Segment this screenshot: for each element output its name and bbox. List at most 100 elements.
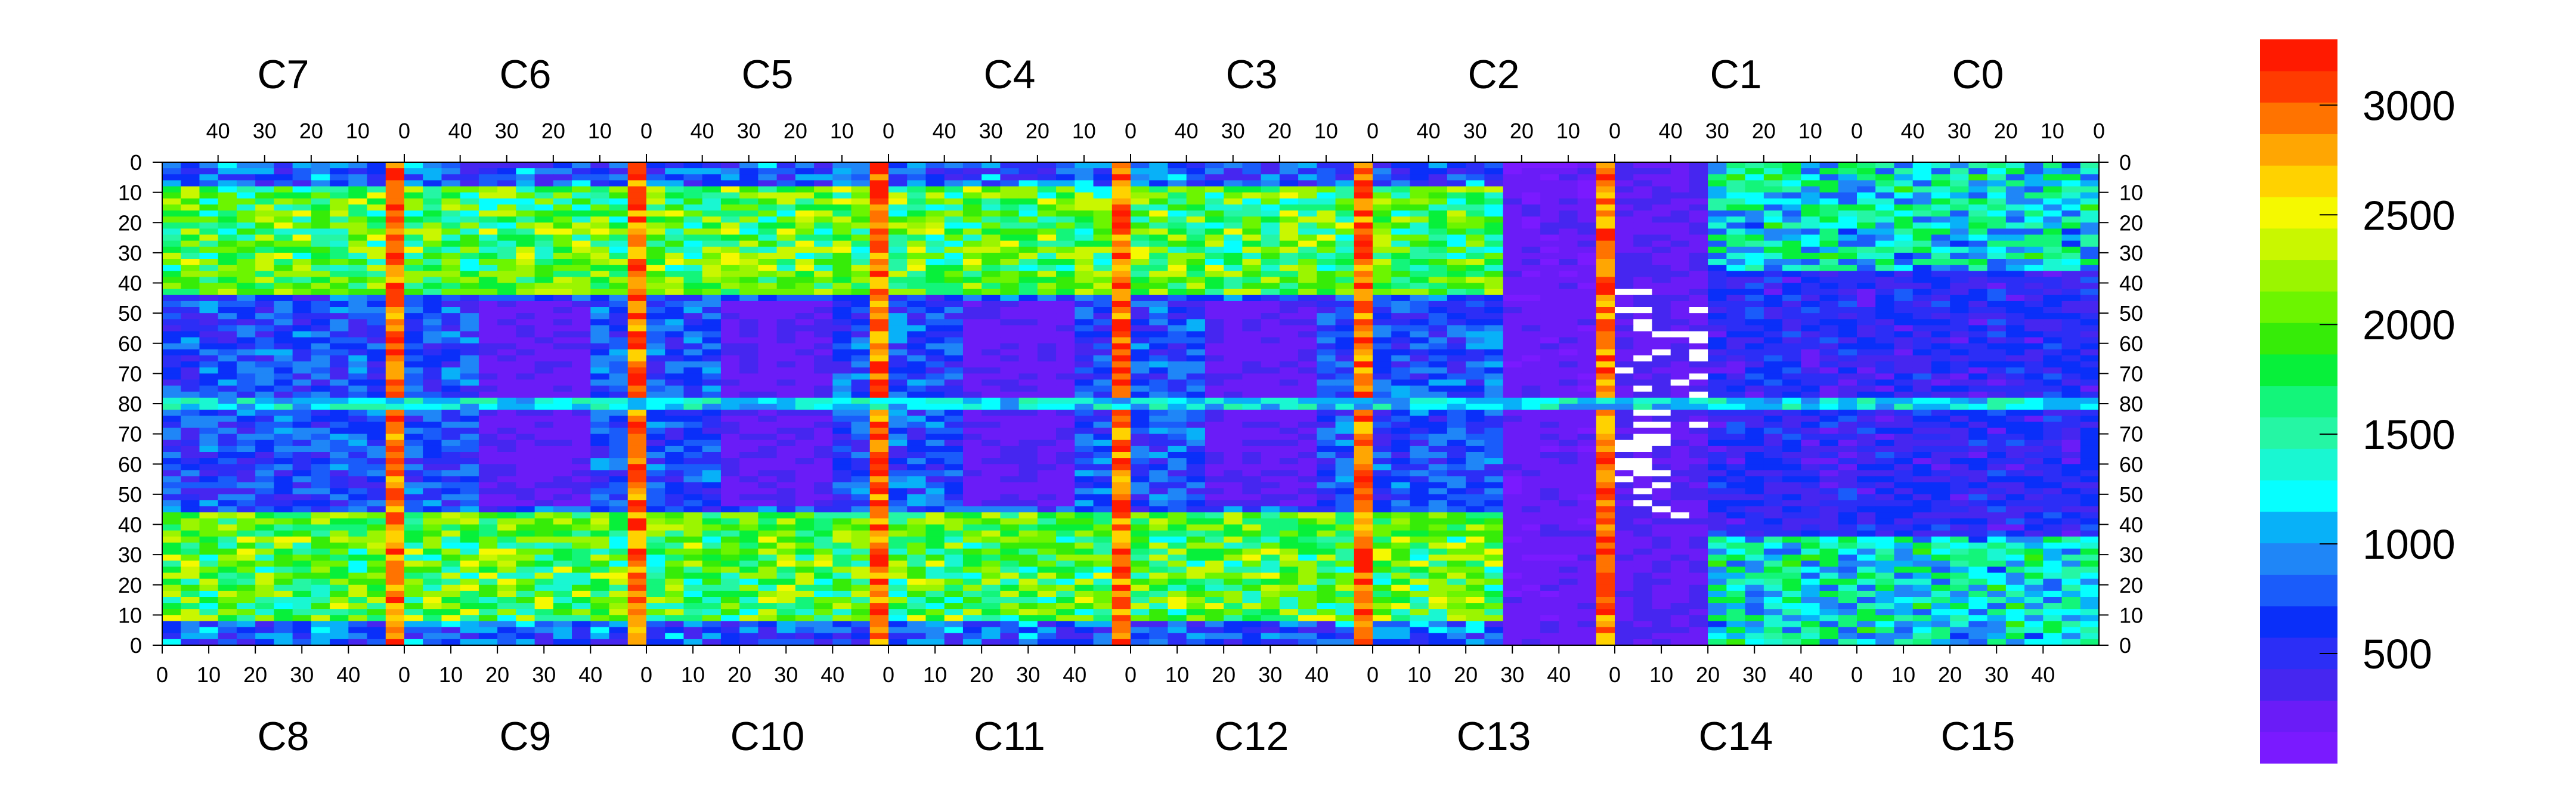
hitmap-cell <box>665 434 685 441</box>
hitmap-cell <box>348 633 368 640</box>
hitmap-cell <box>553 488 572 495</box>
hitmap-cell <box>460 404 479 410</box>
hitmap-cell <box>236 259 256 265</box>
hitmap-cell <box>367 397 386 404</box>
hitmap-cell <box>1298 434 1317 441</box>
hitmap-cell <box>330 367 349 374</box>
hitmap-cell <box>982 416 1001 422</box>
hitmap-cell <box>776 246 796 253</box>
hitmap-cell <box>404 458 423 465</box>
hitmap-cell <box>516 518 535 525</box>
hitmap-cell <box>1056 488 1075 495</box>
hitmap-cell <box>944 603 964 609</box>
hitmap-cell <box>851 482 871 489</box>
hitmap-cell <box>572 337 591 344</box>
hitmap-cell <box>665 536 685 543</box>
hitmap-cell <box>665 271 685 277</box>
hitmap-cell <box>1075 410 1094 416</box>
hitmap-cell <box>1000 488 1020 495</box>
hitmap-cell <box>1037 542 1057 549</box>
hitmap-cell <box>1298 458 1317 465</box>
hitmap-cell <box>478 572 498 580</box>
hitmap-cell <box>869 578 889 586</box>
hitmap-cell <box>720 410 740 416</box>
hitmap-cell <box>1335 404 1355 410</box>
hitmap-cell <box>385 349 405 356</box>
hitmap-cell <box>776 174 796 181</box>
hitmap-cell <box>627 494 647 501</box>
hitmap-cell <box>982 397 1001 404</box>
hitmap-cell <box>888 416 908 422</box>
hitmap-cell <box>907 633 927 640</box>
hitmap-cell <box>683 621 703 628</box>
hitmap-cell <box>814 373 833 380</box>
hitmap-cell <box>1298 289 1317 296</box>
hitmap-cell <box>1279 512 1299 519</box>
hitmap-cell <box>553 162 572 169</box>
hitmap-cell <box>162 325 181 332</box>
hitmap-cell <box>1224 252 1243 259</box>
hitmap-cell <box>199 204 219 211</box>
hitmap-cell <box>1261 301 1280 308</box>
hitmap-cell <box>683 439 703 447</box>
hitmap-cell <box>739 561 758 567</box>
hitmap-cell <box>348 397 368 404</box>
hitmap-cell <box>907 500 927 507</box>
hitmap-cell <box>1354 180 1373 187</box>
hitmap-cell <box>311 512 330 519</box>
hitmap-cell <box>982 391 1001 398</box>
hitmap-cell <box>776 410 796 416</box>
hitmap-cell <box>572 470 591 477</box>
hitmap-cell <box>255 252 274 259</box>
hitmap-cell <box>218 482 237 489</box>
hitmap-cell <box>553 301 572 308</box>
hitmap-cell <box>1205 240 1224 247</box>
hitmap-cell <box>330 271 349 277</box>
hitmap-cell <box>423 331 442 338</box>
hitmap-cell <box>646 633 665 640</box>
hitmap-cell <box>590 445 610 453</box>
hitmap-cell <box>627 597 647 603</box>
hitmap-cell <box>478 307 498 314</box>
hitmap-cell <box>869 361 889 368</box>
hitmap-cell <box>516 198 535 205</box>
hitmap-cell <box>888 476 908 483</box>
hitmap-cell <box>758 500 778 507</box>
hitmap-cell <box>460 252 479 259</box>
hitmap-cell <box>795 391 815 398</box>
hitmap-cell <box>292 301 312 308</box>
hitmap-cell <box>181 470 200 477</box>
hitmap-cell <box>385 192 405 199</box>
hitmap-cell <box>702 234 722 242</box>
hitmap-cell <box>218 252 237 259</box>
hitmap-cell <box>1242 397 1262 404</box>
hitmap-cell <box>851 572 871 580</box>
hitmap-cell <box>236 228 256 236</box>
hitmap-cell <box>1205 355 1224 362</box>
hitmap-cell <box>441 506 461 513</box>
hitmap-cell <box>646 609 665 615</box>
hitmap-cell <box>441 542 461 549</box>
hitmap-cell <box>348 422 368 429</box>
hitmap-cell <box>1261 204 1280 211</box>
hitmap-cell <box>1037 307 1057 314</box>
hitmap-cell <box>1000 265 1020 271</box>
hitmap-cell <box>1186 476 1206 483</box>
hitmap-cell <box>627 555 647 561</box>
hitmap-cell <box>702 210 722 217</box>
hitmap-cell <box>255 289 274 296</box>
hitmap-cell <box>869 162 889 169</box>
hitmap-cell <box>534 385 554 392</box>
hitmap-cell <box>1018 289 1038 296</box>
hitmap-cell <box>404 259 423 265</box>
hitmap-cell <box>720 506 740 513</box>
hitmap-cell <box>1018 518 1038 525</box>
hitmap-cell <box>907 204 927 211</box>
hitmap-cell <box>646 439 665 447</box>
hitmap-cell <box>367 555 386 561</box>
hitmap-cell <box>497 174 516 181</box>
hitmap-cell <box>795 549 815 555</box>
hitmap-cell <box>274 192 293 199</box>
hitmap-cell <box>739 349 758 356</box>
hitmap-cell <box>1168 494 1187 501</box>
